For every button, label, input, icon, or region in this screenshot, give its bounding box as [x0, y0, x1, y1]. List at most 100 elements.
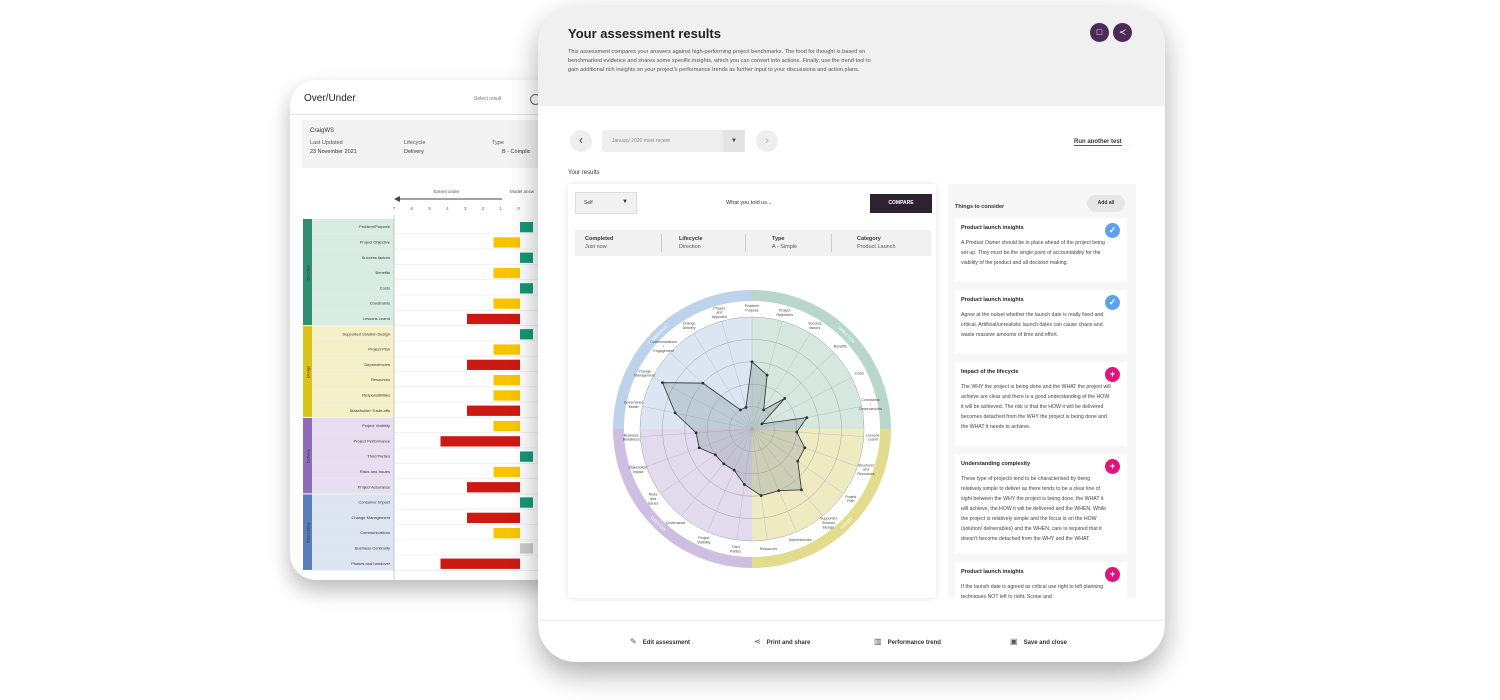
pencil-icon: ✎	[630, 637, 637, 646]
radar-point	[742, 483, 746, 486]
insight-card: Product launch insights ✓ A Product Owne…	[955, 218, 1127, 282]
over-under-bar	[493, 466, 520, 478]
row-label: Success factors	[362, 255, 390, 260]
radar-series-area	[661, 360, 808, 497]
radar-spoke	[681, 428, 753, 517]
insight-card: Product launch insights + If the launch …	[955, 562, 1127, 598]
radar-point	[732, 468, 736, 472]
row-label: Stakeholder Trade-offs	[350, 408, 390, 413]
axis-tick-label: 6	[411, 206, 414, 211]
respondent-select[interactable]: Self ▼	[575, 192, 637, 214]
radar-point	[762, 408, 766, 412]
radar-point	[750, 360, 754, 364]
project-name: CraigWS	[310, 128, 335, 134]
save-icon: ▣	[1010, 637, 1018, 646]
row-label: Project Objective	[360, 239, 391, 244]
over-under-bar	[467, 313, 520, 325]
axis-tick-label: 0	[517, 206, 520, 211]
row-label: Lessons Learnt	[363, 316, 391, 321]
radar-axis-label: Success factors	[808, 322, 822, 330]
row-label: Responsibilities	[362, 392, 390, 397]
radar-axis-label: Change Delivery	[683, 322, 696, 330]
radar-point	[795, 430, 799, 434]
plus-icon[interactable]: +	[1105, 367, 1120, 382]
over-under-bar	[467, 512, 520, 523]
run-another-test-link[interactable]: Run another test	[1074, 139, 1122, 146]
meta-divider	[745, 234, 746, 252]
check-icon[interactable]: ✓	[1105, 223, 1120, 238]
group-band	[303, 326, 312, 417]
last-updated-label: Last Updated	[310, 140, 343, 146]
over-under-bar	[520, 543, 533, 554]
result-dropdown[interactable]: January 2020 most recent ▼	[602, 130, 745, 152]
over-under-bar	[440, 558, 520, 569]
radar-point	[783, 397, 787, 400]
insight-card: Impact of the lifecycle + The WHY the pr…	[955, 362, 1127, 446]
group-label-bg	[312, 219, 394, 326]
radar-axis-label: Benefits	[834, 345, 847, 349]
select-result-dropdown[interactable]: Select result	[474, 96, 502, 102]
plus-icon[interactable]: +	[1105, 459, 1120, 474]
radar-spoke	[707, 428, 753, 532]
performance-trend-button[interactable]: ▥ Performance trend	[874, 637, 941, 646]
radar-point	[765, 373, 769, 377]
previous-result-button[interactable]: ‹	[570, 130, 592, 152]
radar-axis-label: Risks and Issues	[648, 493, 659, 506]
compare-button[interactable]: COMPARE	[870, 194, 932, 213]
check-icon[interactable]: ✓	[1105, 295, 1120, 310]
radar-point	[744, 406, 748, 409]
radar-spoke	[652, 377, 753, 430]
next-result-button[interactable]: ›	[756, 130, 778, 152]
radar-axis-label: Dependencies	[789, 538, 812, 542]
edit-assessment-button[interactable]: ✎ Edit assessment	[630, 637, 690, 646]
model-answer-label: Model answ	[510, 189, 535, 194]
row-label: Dependencies	[364, 362, 390, 367]
group-band	[303, 494, 312, 570]
over-under-bar	[520, 222, 533, 233]
radar-point	[722, 462, 726, 466]
radar-axis-label: Change Management	[634, 369, 655, 377]
over-under-bar	[467, 359, 520, 370]
radar-outer-ring-segment	[752, 290, 891, 429]
radar-spoke	[660, 428, 753, 494]
what-you-told-us: What you told us...	[726, 200, 772, 206]
axis-tick-label: 7	[393, 206, 396, 211]
save-and-close-button[interactable]: ▣ Save and close	[1010, 637, 1067, 646]
radar-spoke	[751, 428, 768, 540]
radar-spoke	[721, 321, 753, 430]
row-label: Communications	[360, 530, 390, 535]
print-and-share-button[interactable]: ⋖ Print and share	[754, 637, 810, 646]
radar-axis-label: Governance Model	[624, 400, 644, 408]
radar-spoke	[751, 428, 864, 437]
meta-divider	[661, 234, 662, 252]
radar-quadrant	[640, 429, 752, 541]
project-info: CraigWS Last Updated 23 November 2021 Li…	[302, 120, 552, 168]
meta-key: Lifecycle	[679, 236, 703, 242]
chevron-down-icon[interactable]: ▼	[723, 130, 745, 152]
row-label: Consumer Impact	[358, 500, 390, 505]
over-under-bar	[520, 329, 533, 340]
radar-spoke	[693, 333, 753, 430]
print-and-share-label: Print and share	[766, 640, 811, 646]
radar-point	[777, 489, 781, 493]
insight-card-title: Impact of the lifecycle	[961, 369, 1019, 375]
add-all-button[interactable]: Add all	[1087, 195, 1125, 212]
plus-icon[interactable]: +	[1105, 567, 1120, 582]
radar-point	[673, 411, 677, 415]
meta-key: Type	[772, 236, 785, 242]
over-under-bar	[520, 283, 533, 294]
axis-tick-label: 1	[500, 206, 503, 211]
insight-card-body: The WHY the project is being done and th…	[961, 384, 1111, 430]
respondent-select-value: Self	[584, 200, 593, 206]
row-label: Phases and handover	[351, 561, 391, 566]
radar-axis-label: Third Parties	[730, 545, 741, 553]
insight-card-body: A Product Owner should be in place ahead…	[961, 240, 1105, 266]
speech-bubble-icon[interactable]: □	[1090, 23, 1109, 42]
axis-arrow-head	[394, 196, 400, 202]
share-icon[interactable]: ≺	[1113, 23, 1132, 42]
over-under-bar	[493, 344, 520, 355]
group-label: Design	[306, 366, 311, 378]
results-header: Your assessment results This assessment …	[538, 6, 1165, 106]
row-label: Project Visibility	[362, 423, 390, 428]
radar-point	[805, 416, 809, 420]
